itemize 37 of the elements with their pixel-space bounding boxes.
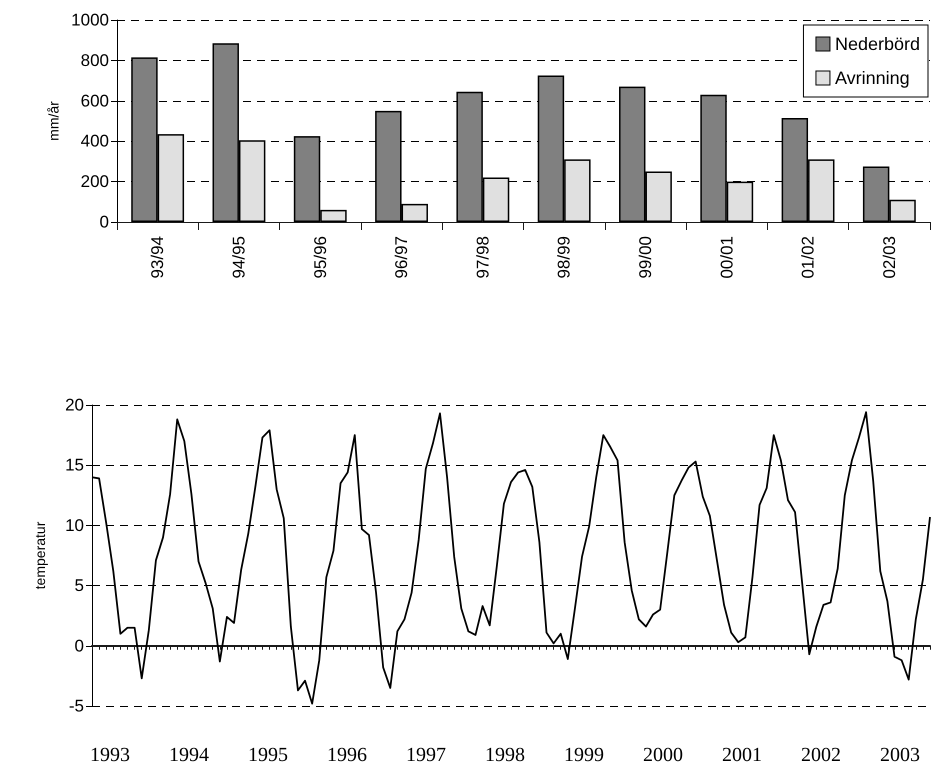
- y-tick-label: 0: [100, 212, 109, 232]
- text: 2003: [880, 744, 920, 766]
- x-tick-label: 93/94: [148, 236, 168, 279]
- text: 2002: [801, 744, 841, 766]
- x-tick-label: 99/00: [636, 236, 655, 279]
- legend-label: Nederbörd: [834, 34, 920, 54]
- text: 1995: [248, 744, 288, 766]
- y-tick-label: 800: [80, 50, 109, 70]
- y-tick-label: 10: [65, 516, 84, 535]
- x-tick-label: 01/02: [798, 236, 818, 279]
- text: 1994: [169, 744, 209, 766]
- text: 1993: [90, 744, 130, 766]
- x-tick-label: 98/99: [554, 236, 574, 279]
- y-tick-label: 1000: [71, 10, 109, 30]
- y-tick-label: 200: [80, 172, 109, 192]
- text: 1999: [564, 744, 604, 766]
- y-tick-label: 5: [74, 576, 84, 596]
- x-tick-label: 00/01: [717, 236, 736, 279]
- x-tick-label: 02/03: [880, 236, 899, 279]
- y-tick-label: 20: [65, 396, 84, 414]
- text: 2000: [643, 744, 683, 766]
- y-tick-label: 400: [80, 132, 109, 151]
- text: 1998: [485, 744, 525, 766]
- x-tick-label: 95/96: [310, 236, 330, 279]
- y-tick-label: 0: [74, 636, 84, 656]
- x-tick-label: 96/97: [392, 236, 412, 279]
- legend-label: Avrinning: [834, 68, 910, 88]
- y-tick-label: 600: [80, 91, 109, 110]
- x-tick-label: 97/98: [473, 236, 492, 279]
- y-axis-title: mm/år: [45, 100, 62, 141]
- text: 1996: [327, 744, 367, 766]
- y-tick-label: 15: [65, 456, 84, 475]
- x-tick-label: 94/95: [229, 236, 248, 279]
- text: 2001: [722, 744, 762, 766]
- y-tick-label: -5: [68, 696, 84, 716]
- y-axis-title: temperatur: [32, 521, 48, 590]
- text: 1997: [406, 744, 446, 766]
